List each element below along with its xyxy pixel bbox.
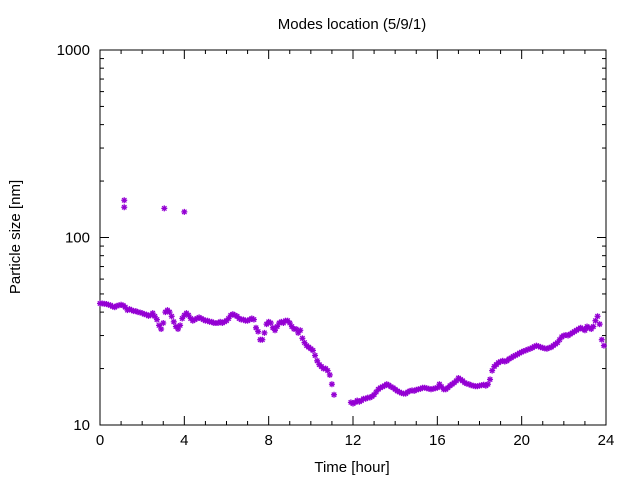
y-tick-label: 100 [65,230,90,247]
data-point [168,313,175,320]
x-tick-label: 4 [180,432,188,449]
data-point [153,316,160,323]
data-point [121,204,128,211]
x-axis: 0 4 8 12 16 20 24 [96,50,615,449]
y-axis: 10 100 1000 [57,42,606,434]
data-point [161,205,168,212]
data-point [590,323,597,330]
data-point [301,339,308,346]
x-axis-title: Time [hour] [314,459,389,476]
data-point [170,318,177,325]
data-point [328,381,335,388]
data-point [312,352,319,359]
data-point [484,381,491,388]
data-point [250,316,257,323]
data-point [267,319,274,326]
data-point [255,328,262,335]
data-point [121,197,128,204]
x-tick-label: 24 [598,432,615,449]
data-point [596,321,603,328]
data-point [309,347,316,354]
data-point [160,319,167,326]
y-tick-label: 1000 [57,42,90,59]
data-point [259,336,266,343]
data-point [331,391,338,398]
x-tick-label: 20 [513,432,530,449]
data-point [594,313,601,320]
x-tick-label: 0 [96,432,104,449]
data-point [181,208,188,215]
y-tick-label: 10 [73,417,90,434]
x-tick-label: 16 [429,432,446,449]
data-point [158,326,165,333]
data-point [600,342,607,349]
chart-title: Modes location (5/9/1) [278,16,426,33]
data-point [487,376,494,383]
x-tick-label: 12 [345,432,362,449]
x-tick-label: 8 [264,432,272,449]
y-axis-title: Particle size [nm] [7,180,24,294]
data-point [177,322,184,329]
data-point [598,336,605,343]
data-point [326,371,333,378]
data-point [261,329,268,336]
data-points [97,197,607,407]
plot-frame [99,49,607,426]
data-point [297,327,304,334]
